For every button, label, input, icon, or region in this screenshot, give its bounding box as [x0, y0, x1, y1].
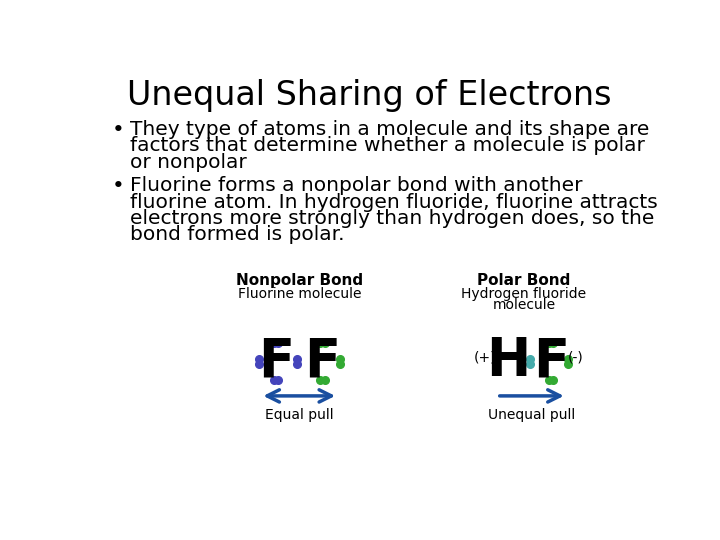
- Text: F: F: [258, 335, 294, 387]
- Text: factors that determine whether a molecule is polar: factors that determine whether a molecul…: [130, 137, 645, 156]
- Text: Polar Bond: Polar Bond: [477, 273, 571, 288]
- Text: or nonpolar: or nonpolar: [130, 153, 247, 172]
- Text: bond formed is polar.: bond formed is polar.: [130, 225, 345, 244]
- Text: •: •: [112, 120, 125, 140]
- Text: electrons more strongly than hydrogen does, so the: electrons more strongly than hydrogen do…: [130, 209, 654, 228]
- Text: Fluorine molecule: Fluorine molecule: [238, 287, 361, 301]
- Text: H: H: [487, 335, 531, 387]
- Text: Hydrogen fluoride: Hydrogen fluoride: [462, 287, 587, 301]
- Text: Nonpolar Bond: Nonpolar Bond: [235, 273, 363, 288]
- Text: molecule: molecule: [492, 298, 556, 312]
- Text: F: F: [305, 335, 341, 387]
- Text: They type of atoms in a molecule and its shape are: They type of atoms in a molecule and its…: [130, 120, 649, 139]
- Text: •: •: [112, 177, 125, 197]
- Text: (+): (+): [474, 350, 497, 365]
- Text: (-): (-): [568, 350, 584, 365]
- Text: F: F: [533, 335, 569, 387]
- Text: Fluorine forms a nonpolar bond with another: Fluorine forms a nonpolar bond with anot…: [130, 177, 582, 195]
- Text: Equal pull: Equal pull: [265, 408, 333, 422]
- Text: fluorine atom. In hydrogen fluoride, fluorine attracts: fluorine atom. In hydrogen fluoride, flu…: [130, 193, 658, 212]
- Text: Unequal Sharing of Electrons: Unequal Sharing of Electrons: [127, 79, 611, 112]
- Text: Unequal pull: Unequal pull: [488, 408, 575, 422]
